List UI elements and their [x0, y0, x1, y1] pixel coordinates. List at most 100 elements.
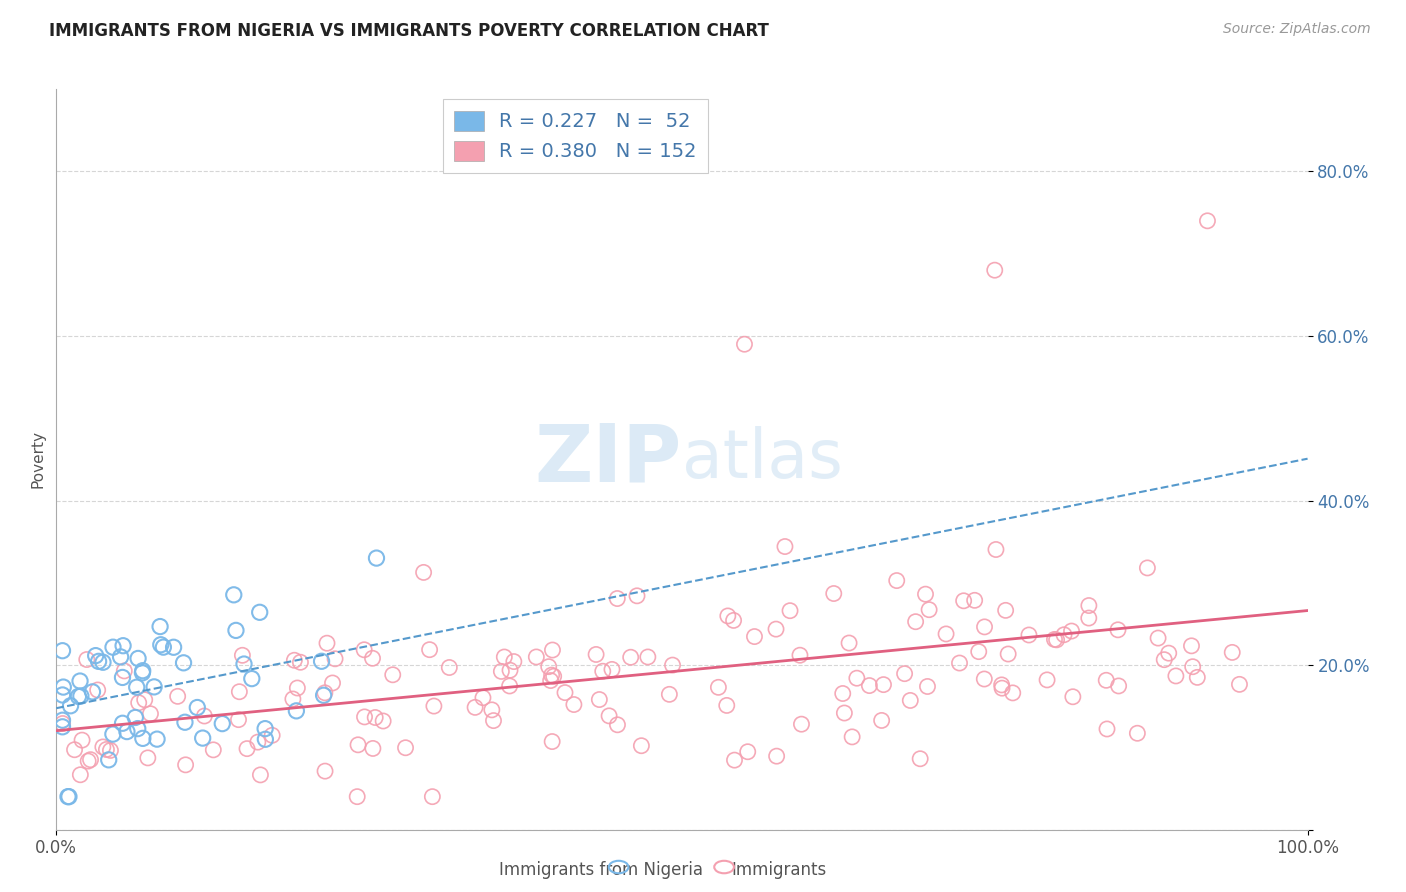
- Point: [1095, 722, 1118, 736]
- Point: [984, 542, 1007, 557]
- Point: [1053, 628, 1076, 642]
- Point: [502, 655, 524, 669]
- Point: [127, 722, 149, 736]
- Point: [222, 588, 245, 602]
- Point: [97, 753, 120, 767]
- Point: [471, 690, 494, 705]
- Point: [127, 651, 149, 665]
- Point: [419, 642, 441, 657]
- Point: [831, 686, 853, 700]
- Point: [51, 720, 73, 734]
- Point: [69, 768, 91, 782]
- Point: [70, 733, 93, 747]
- Point: [658, 687, 681, 701]
- Point: [233, 657, 256, 671]
- Point: [51, 713, 73, 727]
- Point: [132, 731, 155, 746]
- Point: [112, 639, 135, 653]
- Point: [131, 665, 153, 680]
- Point: [115, 724, 138, 739]
- Point: [1036, 673, 1059, 687]
- Point: [70, 689, 93, 703]
- Point: [1153, 653, 1175, 667]
- Point: [606, 591, 628, 606]
- Point: [973, 672, 995, 686]
- Point: [76, 652, 98, 666]
- Point: [353, 642, 375, 657]
- Point: [952, 594, 974, 608]
- Point: [1187, 670, 1209, 684]
- Point: [262, 728, 284, 742]
- Point: [394, 740, 416, 755]
- Point: [249, 768, 271, 782]
- Point: [287, 681, 309, 695]
- Point: [585, 648, 607, 662]
- Point: [146, 732, 169, 747]
- Point: [111, 670, 134, 684]
- Point: [744, 630, 766, 644]
- Point: [323, 652, 346, 666]
- Point: [904, 615, 927, 629]
- Point: [86, 683, 108, 698]
- Point: [935, 627, 957, 641]
- Point: [716, 698, 738, 713]
- Point: [143, 680, 166, 694]
- Point: [908, 752, 931, 766]
- Point: [765, 749, 787, 764]
- Point: [249, 605, 271, 619]
- Point: [494, 650, 516, 665]
- Point: [100, 743, 122, 757]
- Point: [554, 685, 576, 699]
- Point: [499, 663, 522, 677]
- Point: [1095, 673, 1118, 688]
- Point: [717, 609, 740, 624]
- Point: [765, 622, 787, 636]
- Point: [193, 709, 215, 723]
- Point: [91, 655, 114, 669]
- Point: [134, 692, 156, 706]
- Point: [128, 696, 150, 710]
- Point: [373, 714, 395, 728]
- Point: [1107, 623, 1129, 637]
- Point: [464, 700, 486, 714]
- Point: [973, 620, 995, 634]
- Point: [353, 710, 375, 724]
- Point: [69, 674, 91, 689]
- Point: [139, 706, 162, 721]
- Point: [588, 692, 610, 706]
- Point: [346, 789, 368, 804]
- Point: [152, 640, 174, 654]
- Point: [997, 647, 1019, 661]
- Point: [361, 741, 384, 756]
- Point: [1045, 632, 1067, 647]
- Text: Immigrants from Nigeria: Immigrants from Nigeria: [499, 861, 703, 879]
- Point: [77, 754, 100, 768]
- Point: [316, 636, 339, 650]
- Point: [984, 263, 1007, 277]
- Point: [1060, 624, 1083, 638]
- Point: [606, 718, 628, 732]
- Point: [125, 680, 148, 694]
- Point: [111, 716, 134, 731]
- Point: [661, 658, 683, 673]
- Point: [186, 700, 208, 714]
- Point: [56, 789, 79, 804]
- Text: ZIP: ZIP: [534, 420, 682, 499]
- Point: [524, 650, 547, 665]
- Point: [872, 678, 894, 692]
- Point: [202, 743, 225, 757]
- Point: [314, 764, 336, 778]
- Point: [886, 574, 908, 588]
- Point: [870, 714, 893, 728]
- Text: Immigrants: Immigrants: [731, 861, 827, 879]
- Point: [162, 640, 184, 655]
- Point: [131, 664, 153, 678]
- Text: atlas: atlas: [682, 426, 842, 492]
- Point: [82, 685, 104, 699]
- Point: [84, 648, 107, 663]
- Point: [314, 686, 336, 700]
- Point: [290, 655, 312, 669]
- Point: [637, 650, 659, 665]
- Point: [1157, 646, 1180, 660]
- Point: [412, 566, 434, 580]
